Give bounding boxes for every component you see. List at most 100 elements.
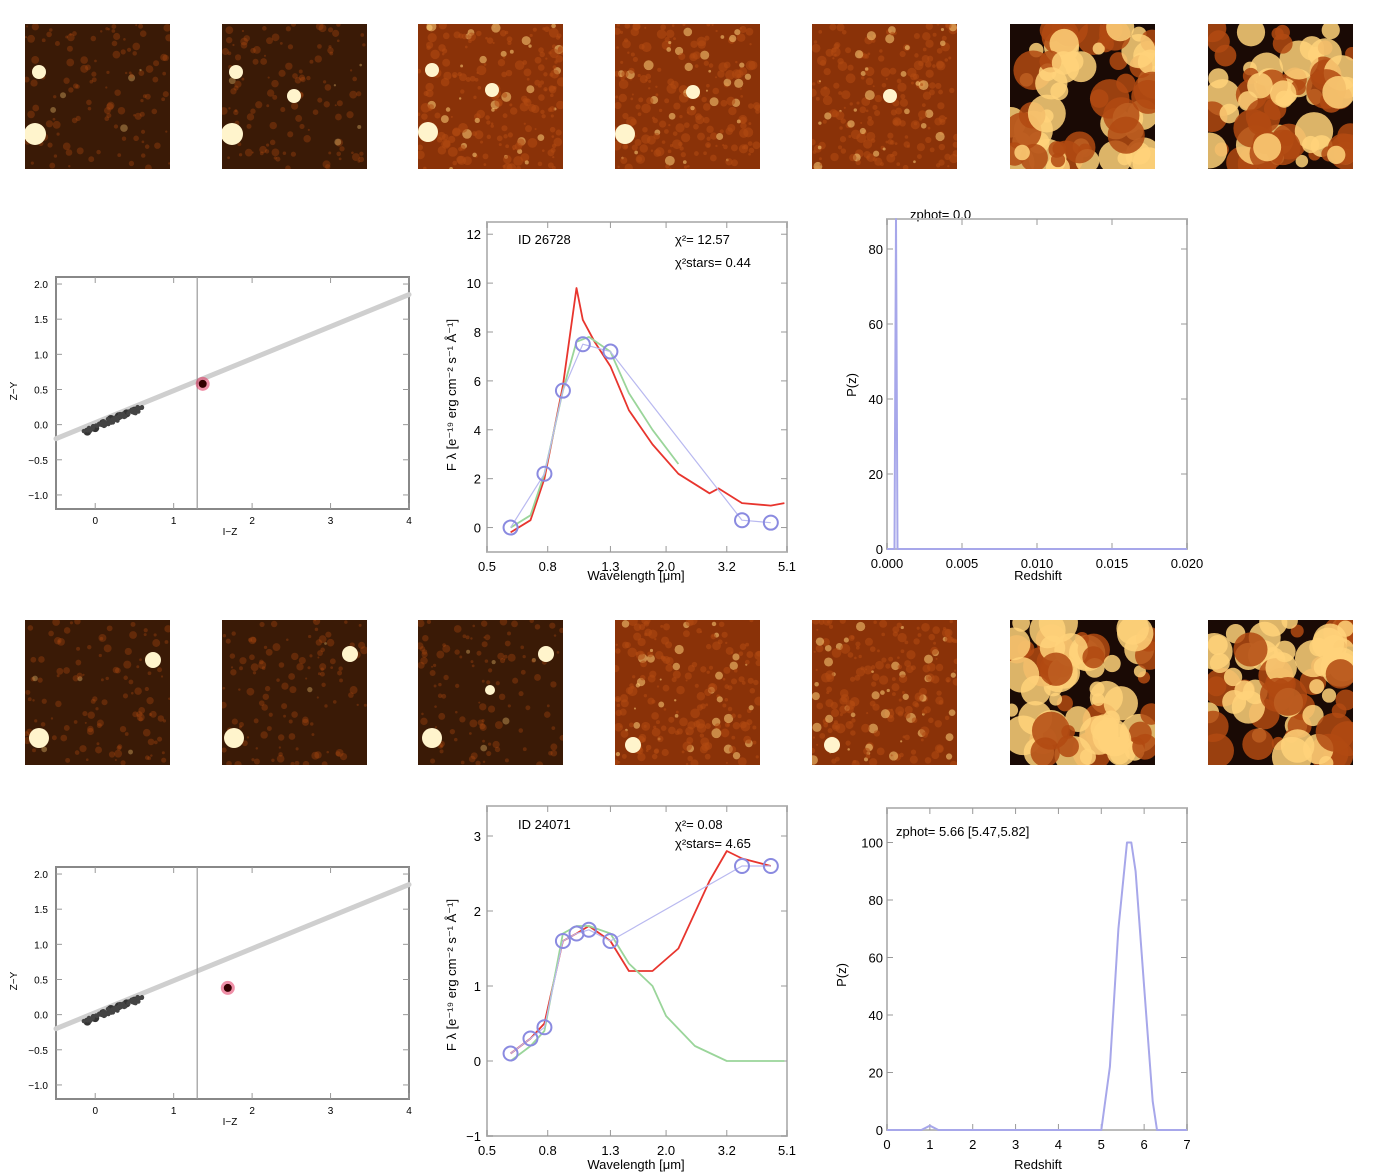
- noise-blob: [252, 58, 259, 65]
- noise-blob: [315, 639, 323, 646]
- noise-blob: [251, 151, 254, 154]
- noise-blob: [616, 24, 620, 27]
- noise-blob: [291, 652, 299, 661]
- noise-blob: [734, 29, 741, 36]
- noise-blob: [63, 725, 70, 731]
- noise-blob: [528, 44, 532, 48]
- noise-blob: [262, 26, 267, 31]
- noise-blob: [892, 117, 902, 127]
- noise-blob: [271, 758, 275, 762]
- y-tick-label: 1.0: [34, 940, 48, 951]
- noise-blob: [665, 164, 670, 169]
- noise-blob: [485, 36, 488, 40]
- noise-blob: [874, 109, 881, 117]
- noise-blob: [872, 85, 875, 88]
- noise-blob: [615, 140, 622, 151]
- noise-blob: [100, 678, 104, 682]
- noise-blob: [524, 160, 529, 165]
- stamp-background: [25, 24, 170, 169]
- noise-blob: [657, 735, 664, 743]
- noise-blob: [754, 650, 760, 661]
- noise-blob: [871, 691, 880, 700]
- noise-blob: [492, 41, 495, 45]
- y-tick-label: 40: [869, 392, 883, 407]
- noise-blob: [550, 749, 558, 757]
- noise-blob: [885, 77, 888, 80]
- noise-blob: [106, 103, 114, 111]
- noise-blob: [746, 651, 754, 659]
- noise-blob: [615, 752, 621, 757]
- noise-blob: [324, 642, 327, 645]
- noise-blob: [812, 620, 821, 625]
- noise-blob: [1233, 632, 1268, 667]
- noise-blob: [556, 100, 563, 110]
- noise-blob: [1103, 686, 1138, 721]
- noise-blob: [748, 152, 751, 156]
- noise-blob: [687, 721, 696, 730]
- noise-blob: [57, 640, 61, 643]
- noise-blob: [67, 33, 75, 42]
- noise-blob: [623, 38, 629, 43]
- noise-blob: [730, 144, 738, 152]
- noise-blob: [849, 700, 856, 707]
- noise-blob: [503, 654, 508, 659]
- noise-blob: [148, 712, 152, 716]
- noise-blob: [143, 633, 147, 637]
- noise-blob: [628, 722, 634, 728]
- noise-blob: [469, 75, 476, 82]
- noise-blob: [1208, 68, 1229, 89]
- noise-blob: [950, 672, 956, 678]
- noise-blob: [241, 77, 245, 81]
- noise-blob: [502, 92, 508, 98]
- noise-blob: [351, 153, 360, 161]
- noise-blob: [839, 126, 843, 130]
- noise-blob: [1133, 665, 1146, 678]
- noise-blob: [899, 50, 906, 58]
- noise-blob: [434, 726, 438, 729]
- noise-blob: [72, 675, 79, 682]
- noise-blob: [682, 160, 687, 164]
- x-tick-label: 4: [1055, 1137, 1062, 1152]
- noise-blob: [552, 156, 555, 159]
- noise-blob: [664, 129, 669, 134]
- noise-blob: [853, 108, 857, 112]
- noise-blob: [818, 29, 823, 34]
- noise-blob: [832, 57, 835, 60]
- noise-blob: [138, 716, 143, 722]
- x-tick-label: 2: [249, 1106, 255, 1117]
- noise-blob: [841, 90, 851, 100]
- noise-blob: [686, 111, 690, 114]
- noise-blob: [523, 68, 532, 77]
- noise-blob: [309, 654, 313, 658]
- noise-blob: [335, 113, 342, 121]
- noise-blob: [1061, 725, 1076, 739]
- noise-blob: [720, 728, 730, 738]
- noise-blob: [749, 620, 754, 623]
- noise-blob: [621, 753, 627, 759]
- noise-blob: [336, 24, 341, 27]
- x-tick-label: 0.5: [478, 1143, 496, 1158]
- noise-blob: [707, 682, 718, 693]
- noise-blob: [124, 71, 128, 75]
- noise-blob: [665, 664, 673, 672]
- noise-blob: [320, 647, 325, 653]
- noise-blob: [478, 701, 481, 704]
- noise-blob: [144, 93, 151, 100]
- noise-blob: [537, 64, 545, 71]
- noise-blob: [812, 736, 816, 739]
- noise-blob: [653, 132, 660, 140]
- noise-blob: [952, 678, 957, 686]
- noise-blob: [531, 658, 536, 663]
- noise-blob: [886, 688, 890, 693]
- noise-blob: [335, 749, 344, 757]
- noise-blob: [818, 80, 821, 83]
- noise-blob: [945, 677, 951, 683]
- x-tick-label: 2: [969, 1137, 976, 1152]
- noise-blob: [27, 110, 35, 119]
- noise-blob: [706, 136, 711, 141]
- noise-blob: [665, 641, 673, 649]
- noise-blob: [836, 24, 845, 32]
- noise-blob: [488, 742, 492, 746]
- noise-blob: [165, 130, 168, 133]
- noise-blob: [522, 655, 526, 659]
